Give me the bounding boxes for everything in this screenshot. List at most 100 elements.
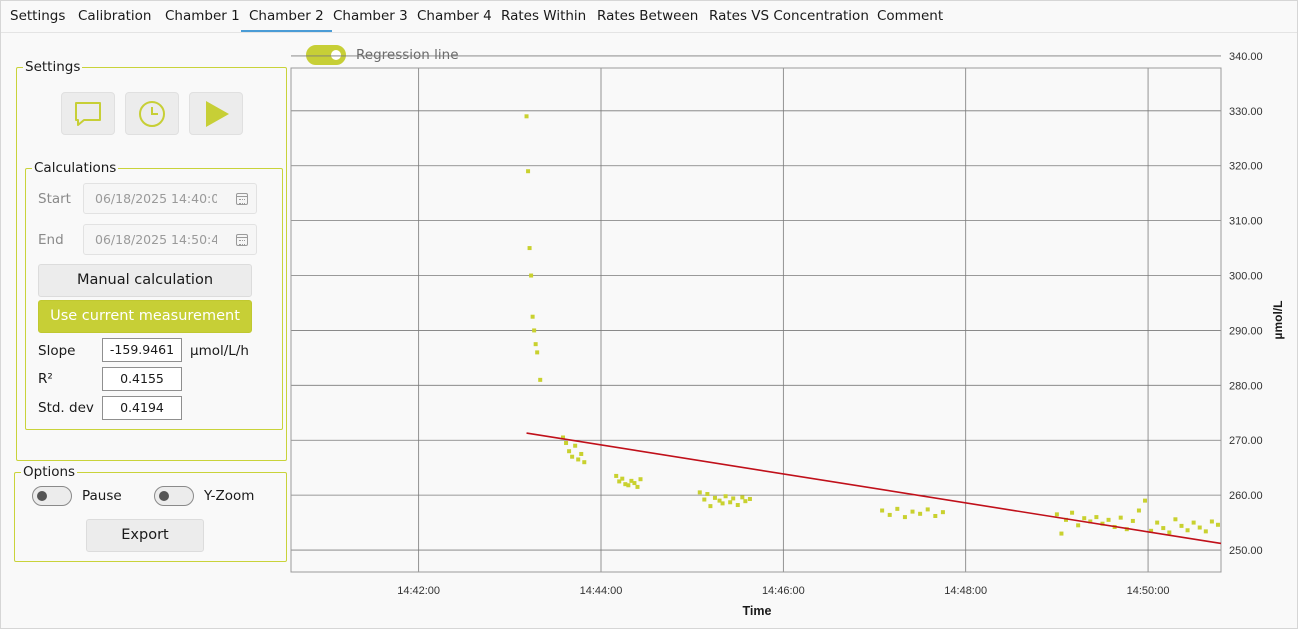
settings-group-title: Settings <box>23 59 83 75</box>
tab-comment[interactable]: Comment <box>877 8 944 24</box>
manual-calculation-button[interactable]: Manual calculation <box>38 264 252 297</box>
data-point <box>1155 520 1160 525</box>
x-axis-label: Time <box>743 604 772 618</box>
tab-rates-between[interactable]: Rates Between <box>597 8 699 24</box>
data-point <box>524 114 529 119</box>
data-point <box>1088 519 1093 524</box>
data-point <box>747 496 752 501</box>
data-point <box>623 482 628 487</box>
start-date-field[interactable]: 06/18/2025 14:40:0 <box>83 183 257 214</box>
data-point <box>570 454 575 459</box>
schedule-button[interactable] <box>125 92 179 135</box>
data-point <box>576 457 581 462</box>
data-point <box>626 483 631 488</box>
x-tick-label: 14:44:00 <box>580 585 623 597</box>
data-point <box>717 498 722 503</box>
tab-chamber-1[interactable]: Chamber 1 <box>165 8 240 24</box>
std-dev-value: 0.4194 <box>102 396 182 420</box>
data-point <box>1161 526 1166 531</box>
slope-value: -159.9461 <box>102 338 182 362</box>
data-point <box>527 246 532 251</box>
end-date-value: 06/18/2025 14:50:4 <box>95 232 217 247</box>
data-point <box>1149 528 1154 533</box>
use-current-measurement-button[interactable]: Use current measurement <box>38 300 252 333</box>
data-point <box>1197 525 1202 530</box>
data-point <box>629 478 634 483</box>
x-tick-label: 14:42:00 <box>397 585 440 597</box>
end-label: End <box>38 232 64 248</box>
y-tick-label: 300.00 <box>1229 271 1263 283</box>
data-point <box>1143 498 1148 503</box>
clock-icon <box>139 100 165 127</box>
y-tick-label: 250.00 <box>1229 545 1263 557</box>
y-tick-label: 270.00 <box>1229 435 1263 447</box>
export-button[interactable]: Export <box>86 519 204 552</box>
data-point <box>887 512 892 517</box>
tab-rates-vs-concentration[interactable]: Rates VS Concentration <box>709 8 869 24</box>
data-point <box>895 506 900 511</box>
x-tick-label: 14:46:00 <box>762 585 805 597</box>
data-point <box>720 501 725 506</box>
y-tick-label: 320.00 <box>1229 161 1263 173</box>
data-point <box>567 449 572 454</box>
options-group: Options Pause Y-Zoom Export <box>14 464 287 562</box>
data-point <box>708 504 713 509</box>
data-point <box>705 492 710 497</box>
tab-rates-within[interactable]: Rates Within <box>501 8 587 24</box>
data-point <box>526 169 531 174</box>
tab-calibration[interactable]: Calibration <box>78 8 152 24</box>
data-point <box>702 497 707 502</box>
data-point <box>614 473 619 478</box>
data-point <box>638 477 643 482</box>
end-date-field[interactable]: 06/18/2025 14:50:4 <box>83 224 257 255</box>
play-icon <box>206 100 229 127</box>
data-point <box>1191 520 1196 525</box>
tab-bar: Settings Calibration Chamber 1 Chamber 2… <box>1 1 1297 33</box>
data-point <box>728 500 733 505</box>
pause-label: Pause <box>82 488 122 504</box>
calendar-icon[interactable] <box>236 234 248 246</box>
toggle-knob <box>159 491 169 501</box>
data-point <box>532 328 537 333</box>
data-point <box>620 476 625 481</box>
data-point <box>712 495 717 500</box>
regression-line <box>526 432 1222 545</box>
y-zoom-toggle[interactable] <box>154 486 194 506</box>
comment-button[interactable] <box>61 92 115 135</box>
tab-chamber-4[interactable]: Chamber 4 <box>417 8 492 24</box>
y-tick-label: 340.00 <box>1229 51 1263 63</box>
data-point <box>940 510 945 515</box>
start-label: Start <box>38 191 71 207</box>
data-point <box>1100 521 1105 526</box>
data-point <box>1076 523 1081 528</box>
data-point <box>533 342 538 347</box>
start-button[interactable] <box>189 92 243 135</box>
data-point <box>1118 515 1123 520</box>
tab-chamber-2[interactable]: Chamber 2 <box>241 1 332 32</box>
calendar-icon[interactable] <box>236 193 248 205</box>
start-date-value: 06/18/2025 14:40:0 <box>95 191 217 206</box>
r2-value: 0.4155 <box>102 367 182 391</box>
data-point <box>1094 515 1099 520</box>
data-point <box>1185 528 1190 533</box>
data-point <box>538 377 543 382</box>
data-point <box>1203 529 1208 534</box>
y-axis-label: µmol/L <box>1271 301 1285 340</box>
data-point <box>902 515 907 520</box>
data-point <box>635 484 640 489</box>
data-point <box>1054 512 1059 517</box>
x-tick-label: 14:48:00 <box>944 585 987 597</box>
data-point <box>632 481 637 486</box>
data-point <box>1064 517 1068 522</box>
x-tick-labels: 14:42:00 14:44:00 14:46:00 14:48:00 14:50:00 <box>397 585 1169 597</box>
y-tick-labels: 250.00 260.00 270.00 280.00 290.00 300.00 310.… <box>1229 51 1263 557</box>
data-point <box>573 443 578 448</box>
regression-line-toggle[interactable] <box>306 45 346 65</box>
settings-group: Settings Calculations Start 06/18/2025 1… <box>16 59 287 461</box>
tab-settings[interactable]: Settings <box>10 8 66 24</box>
tab-chamber-3[interactable]: Chamber 3 <box>333 8 408 24</box>
plot-area-border <box>290 67 1222 573</box>
data-point <box>1130 518 1135 523</box>
pause-toggle[interactable] <box>32 486 72 506</box>
